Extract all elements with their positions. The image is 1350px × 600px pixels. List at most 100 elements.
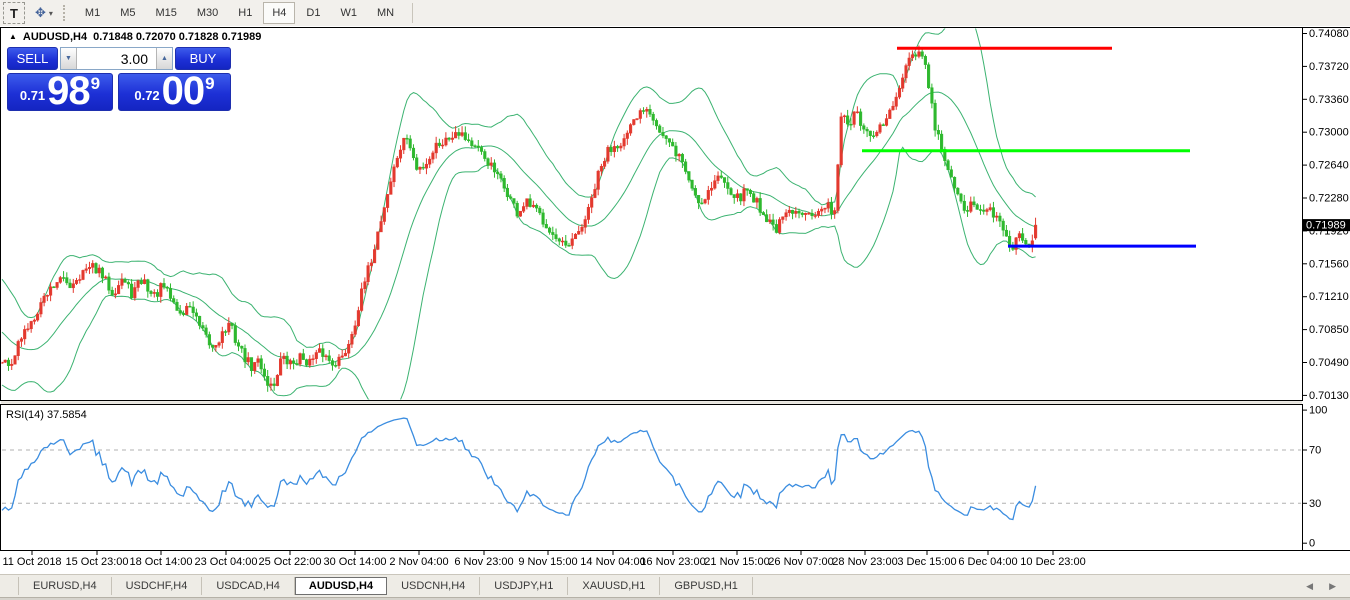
volume-stepper: ▼ 3.00 ▲ (60, 47, 173, 70)
price-axis-label: 0.70130 (1309, 390, 1349, 402)
volume-increase-button[interactable]: ▲ (156, 48, 172, 69)
chart-tab-eurusd[interactable]: EURUSD,H4 (18, 577, 112, 595)
time-axis-label: 6 Nov 23:00 (454, 556, 513, 568)
price-axis-label: 0.73000 (1309, 127, 1349, 139)
text-tool-icon: T (10, 5, 18, 21)
price-axis-label: 0.73720 (1309, 61, 1349, 73)
time-axis-label: 15 Oct 23:00 (66, 556, 129, 568)
toolbar-separator (412, 3, 414, 23)
rsi-axis-label: 70 (1309, 445, 1321, 457)
cursor-tool-icon: ✥ (35, 5, 46, 20)
tab-scroll-right-icon[interactable]: ▶ (1329, 580, 1336, 591)
status-strip (0, 597, 1350, 600)
timeframe-button-w1[interactable]: W1 (340, 7, 357, 19)
time-axis-label: 16 Nov 23:00 (640, 556, 705, 568)
time-axis-label: 2 Nov 04:00 (389, 556, 448, 568)
time-axis-label: 6 Dec 04:00 (958, 556, 1017, 568)
chart-tab-usdcnh[interactable]: USDCNH,H4 (387, 577, 481, 595)
time-axis-label: 23 Oct 04:00 (195, 556, 258, 568)
time-axis-label: 18 Oct 14:00 (130, 556, 193, 568)
rsi-axis-label: 30 (1309, 498, 1321, 510)
price-axis-label: 0.72280 (1309, 193, 1349, 205)
time-axis[interactable]: 11 Oct 2018 15 Oct 23:00 18 Oct 14:00 23 Oc… (2, 551, 1086, 568)
timeframe-button-m1[interactable]: M1 (84, 7, 101, 19)
one-click-trade-panel: SELL ▼ 3.00 ▲ BUY 0.71 98 9 0.72 00 9 (7, 47, 231, 111)
price-axis-label: 0.73360 (1309, 94, 1349, 106)
rsi-axis-label: 100 (1309, 405, 1327, 417)
price-axis-label: 0.71560 (1309, 258, 1349, 270)
current-price-badge (1303, 219, 1350, 232)
chart-tab-usdcad[interactable]: USDCAD,H4 (202, 577, 295, 595)
bollinger-bands (1, 28, 1036, 400)
timeframe-button-h4[interactable]: H4 (263, 2, 296, 24)
text-label-tool-button[interactable]: T (3, 2, 25, 24)
volume-up-icon: ▲ (161, 55, 168, 62)
bollinger-middle (1, 91, 1036, 368)
timeframe-button-m30[interactable]: M30 (196, 7, 219, 19)
chart-tabs: EURUSD,H4 USDCHF,H4 USDCAD,H4 AUDUSD,H4 USDC… (18, 577, 753, 595)
timeframe-button-m5[interactable]: M5 (120, 7, 136, 19)
price-axis-label: 0.70850 (1309, 324, 1349, 336)
time-axis-label: 30 Oct 14:00 (324, 556, 387, 568)
time-axis-label: 25 Oct 22:00 (259, 556, 322, 568)
time-axis-label: 21 Nov 15:00 (704, 556, 769, 568)
timeframe-button-m15[interactable]: M15 (155, 7, 177, 19)
rsi-indicator-label: RSI(14) 37.5854 (6, 409, 87, 421)
rsi-layer (1, 417, 1301, 521)
price-axis[interactable]: 0.74080 0.73720 0.73360 0.73000 0.72640 0.722… (1303, 28, 1350, 402)
price-axis-label: 0.70490 (1309, 357, 1349, 369)
ohlc-values: 0.71848 0.72070 0.71828 0.71989 (93, 31, 262, 43)
time-axis-label: 10 Dec 23:00 (1020, 556, 1085, 568)
rsi-axis-label: 0 (1309, 538, 1315, 550)
candles-layer (1, 45, 1038, 392)
timeframe-button-group: M1 M5 M15 M30 H1 H4 D1 W1 MN (75, 2, 404, 24)
buy-price-big: 00 (161, 69, 205, 113)
chart-tab-usdjpy[interactable]: USDJPY,H1 (480, 577, 569, 595)
price-axis-label: 0.72640 (1309, 160, 1349, 172)
volume-down-icon: ▼ (65, 55, 72, 62)
collapse-panel-icon[interactable]: ▲ (9, 32, 17, 41)
sell-price-button[interactable]: 0.71 98 9 (7, 69, 113, 113)
bollinger-upper (1, 28, 1036, 351)
rsi-pane[interactable] (0, 404, 1303, 551)
time-axis-label: 3 Dec 15:00 (897, 556, 956, 568)
chart-tab-gbpusd[interactable]: GBPUSD,H1 (660, 577, 753, 595)
sell-price-prefix: 0.71 (19, 88, 46, 103)
chart-tab-bar: EURUSD,H4 USDCHF,H4 USDCAD,H4 AUDUSD,H4 USDC… (0, 574, 1350, 597)
chart-tab-audusd[interactable]: AUDUSD,H4 (294, 577, 388, 595)
volume-decrease-button[interactable]: ▼ (61, 48, 77, 69)
bollinger-lower (1, 146, 1036, 400)
chart-title: ▲ AUDUSD,H4 0.71848 0.72070 0.71828 0.71… (9, 31, 261, 43)
sell-button[interactable]: SELL (7, 47, 58, 70)
timeframe-button-mn[interactable]: MN (376, 7, 395, 19)
chevron-down-icon: ▾ (48, 8, 53, 18)
sell-button-label: SELL (16, 51, 49, 66)
sell-price-big: 98 (47, 69, 90, 113)
volume-value[interactable]: 3.00 (120, 50, 148, 67)
toolbar: T ✥ ▾ M1 M5 M15 M30 H1 H4 D1 W1 MN (0, 0, 1350, 26)
chart-tab-xauusd[interactable]: XAUUSD,H1 (568, 577, 661, 595)
time-axis-label: 14 Nov 04:00 (580, 556, 645, 568)
tab-scroll-left-icon[interactable]: ◀ (1306, 580, 1314, 591)
price-axis-label: 0.74080 (1309, 28, 1349, 40)
current-price-value: 0.71989 (1306, 220, 1346, 232)
timeframe-button-h1[interactable]: H1 (238, 7, 253, 19)
rsi-line (1, 417, 1037, 521)
time-axis-label: 28 Nov 23:00 (832, 556, 897, 568)
sell-price-pip: 9 (90, 74, 101, 93)
time-axis-label: 9 Nov 15:00 (518, 556, 577, 568)
rsi-axis[interactable]: 100 70 30 0 (1303, 405, 1327, 550)
buy-price-pip: 9 (205, 74, 215, 93)
buy-button-label: BUY (189, 51, 217, 66)
cursor-tool-button[interactable]: ✥ ▾ (31, 3, 57, 23)
time-axis-label: 26 Nov 07:00 (768, 556, 833, 568)
toolbar-grip (62, 5, 67, 21)
pane-splitter[interactable] (1, 401, 1302, 404)
chart-tab-usdchf[interactable]: USDCHF,H4 (112, 577, 203, 595)
buy-price-button[interactable]: 0.72 00 9 (118, 69, 231, 113)
timeframe-button-d1[interactable]: D1 (306, 7, 321, 19)
tab-scrollers: ◀ ▶ (1306, 581, 1336, 592)
buy-button[interactable]: BUY (175, 47, 231, 70)
symbol-period-label: AUDUSD,H4 (22, 31, 88, 43)
